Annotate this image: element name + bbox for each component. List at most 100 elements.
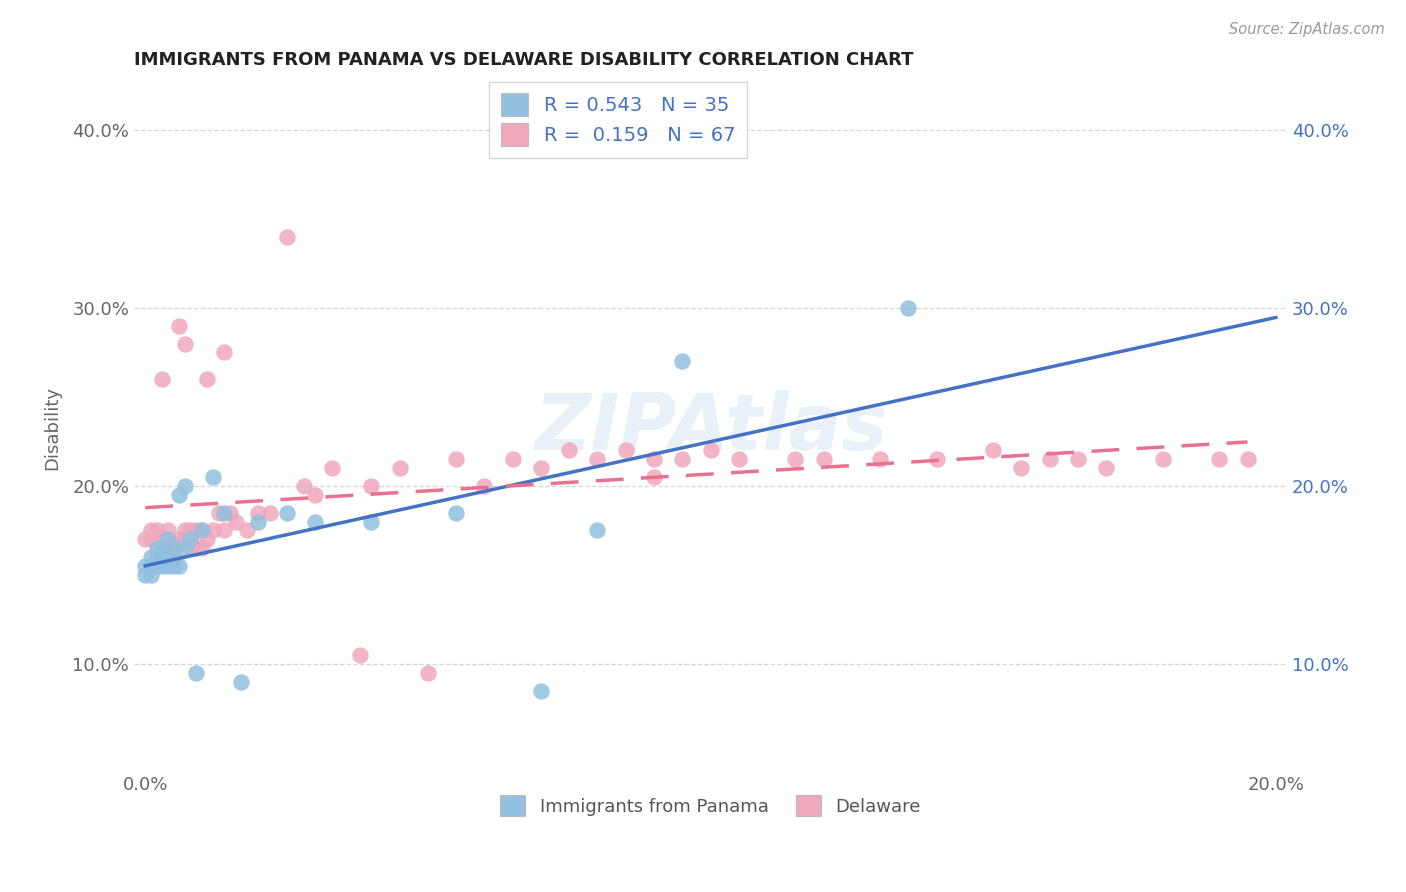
Point — [179, 541, 201, 556]
Point — [236, 524, 259, 538]
Point — [145, 524, 167, 538]
Point — [388, 461, 411, 475]
Point — [558, 443, 581, 458]
Point — [586, 452, 609, 467]
Point — [247, 515, 270, 529]
Point — [444, 452, 467, 467]
Point — [1095, 461, 1118, 475]
Point — [150, 559, 173, 574]
Point — [145, 550, 167, 565]
Point — [173, 479, 195, 493]
Point — [671, 452, 693, 467]
Point — [259, 506, 281, 520]
Point — [156, 559, 179, 574]
Point — [150, 533, 173, 547]
Point — [897, 301, 920, 315]
Point — [304, 515, 326, 529]
Point — [179, 533, 201, 547]
Point — [162, 541, 184, 556]
Point — [502, 452, 524, 467]
Point — [474, 479, 496, 493]
Point — [292, 479, 315, 493]
Point — [360, 479, 382, 493]
Point — [1039, 452, 1062, 467]
Point — [150, 550, 173, 565]
Point — [156, 533, 179, 547]
Point — [671, 354, 693, 368]
Point — [197, 372, 219, 386]
Point — [173, 524, 195, 538]
Point — [1152, 452, 1174, 467]
Point — [139, 550, 162, 565]
Point — [416, 665, 439, 680]
Point — [869, 452, 891, 467]
Point — [276, 229, 298, 244]
Point — [214, 345, 236, 359]
Point — [276, 506, 298, 520]
Point — [156, 550, 179, 565]
Point — [162, 559, 184, 574]
Point — [186, 665, 208, 680]
Point — [197, 533, 219, 547]
Point — [191, 541, 214, 556]
Point — [1010, 461, 1032, 475]
Point — [586, 524, 609, 538]
Point — [134, 568, 156, 582]
Point — [162, 550, 184, 565]
Point — [530, 683, 553, 698]
Text: Source: ZipAtlas.com: Source: ZipAtlas.com — [1229, 22, 1385, 37]
Point — [981, 443, 1004, 458]
Point — [156, 541, 179, 556]
Point — [173, 541, 195, 556]
Text: IMMIGRANTS FROM PANAMA VS DELAWARE DISABILITY CORRELATION CHART: IMMIGRANTS FROM PANAMA VS DELAWARE DISAB… — [134, 51, 914, 69]
Point — [219, 506, 242, 520]
Point — [360, 515, 382, 529]
Point — [150, 541, 173, 556]
Point — [785, 452, 807, 467]
Point — [162, 541, 184, 556]
Point — [813, 452, 835, 467]
Point — [349, 648, 371, 662]
Point — [214, 506, 236, 520]
Point — [699, 443, 721, 458]
Point — [208, 506, 231, 520]
Point — [1067, 452, 1090, 467]
Point — [167, 559, 190, 574]
Point — [167, 318, 190, 333]
Point — [247, 506, 270, 520]
Point — [530, 461, 553, 475]
Point — [444, 506, 467, 520]
Point — [1236, 452, 1258, 467]
Point — [186, 524, 208, 538]
Point — [1208, 452, 1230, 467]
Point — [139, 524, 162, 538]
Point — [167, 533, 190, 547]
Point — [173, 533, 195, 547]
Point — [202, 470, 225, 484]
Point — [167, 488, 190, 502]
Point — [925, 452, 948, 467]
Point — [191, 524, 214, 538]
Point — [156, 524, 179, 538]
Point — [145, 541, 167, 556]
Point — [179, 533, 201, 547]
Point — [727, 452, 749, 467]
Point — [150, 541, 173, 556]
Point — [162, 550, 184, 565]
Y-axis label: Disability: Disability — [44, 386, 60, 470]
Point — [179, 524, 201, 538]
Point — [186, 541, 208, 556]
Point — [643, 452, 665, 467]
Point — [225, 515, 247, 529]
Point — [139, 568, 162, 582]
Point — [139, 559, 162, 574]
Point — [202, 524, 225, 538]
Legend: Immigrants from Panama, Delaware: Immigrants from Panama, Delaware — [494, 788, 928, 823]
Text: ZIPAtlas: ZIPAtlas — [534, 390, 887, 467]
Point — [643, 470, 665, 484]
Point — [614, 443, 637, 458]
Point — [145, 559, 167, 574]
Point — [321, 461, 343, 475]
Point — [139, 533, 162, 547]
Point — [173, 336, 195, 351]
